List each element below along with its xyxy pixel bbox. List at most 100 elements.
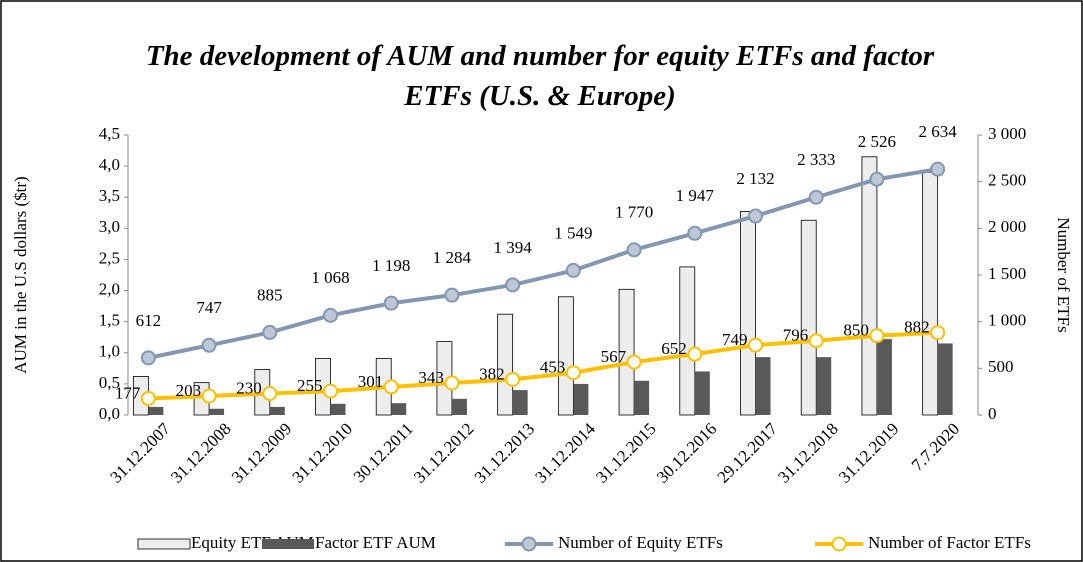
y-axis-label: AUM in the U.S dollars ($tr) bbox=[11, 176, 30, 373]
bar bbox=[800, 219, 817, 416]
bar bbox=[573, 383, 589, 415]
data-label: 747 bbox=[196, 298, 222, 317]
y-tick-label: 1,0 bbox=[99, 342, 120, 361]
data-label: 1 947 bbox=[676, 186, 715, 205]
data-label: 382 bbox=[479, 364, 505, 383]
y-tick-label: 2,0 bbox=[99, 279, 120, 298]
bar bbox=[512, 390, 528, 415]
data-label: 301 bbox=[358, 372, 384, 391]
marker bbox=[262, 386, 278, 402]
y2-tick-label: 2 500 bbox=[988, 171, 1026, 190]
marker bbox=[930, 161, 946, 177]
y2-tick-label: 3 000 bbox=[988, 124, 1026, 143]
marker bbox=[201, 337, 217, 353]
bar bbox=[391, 403, 407, 415]
data-label: 1 068 bbox=[311, 268, 349, 287]
marker bbox=[869, 328, 885, 344]
marker bbox=[323, 383, 338, 399]
marker bbox=[565, 365, 581, 381]
marker bbox=[323, 307, 338, 323]
data-label: 177 bbox=[115, 383, 141, 402]
marker bbox=[869, 171, 885, 187]
marker bbox=[383, 295, 399, 311]
data-label: 1 549 bbox=[554, 223, 592, 242]
data-label: 2 634 bbox=[919, 122, 958, 141]
legend-marker bbox=[521, 536, 537, 552]
marker bbox=[687, 225, 703, 241]
chart-title: The development of AUM and number for eq… bbox=[145, 40, 935, 112]
bar bbox=[937, 343, 953, 415]
marker bbox=[808, 189, 824, 205]
data-label: 453 bbox=[540, 358, 566, 377]
bar bbox=[740, 211, 756, 416]
y2-tick-label: 500 bbox=[988, 357, 1014, 376]
y-tick-label: 4,5 bbox=[99, 124, 120, 143]
marker bbox=[808, 333, 824, 349]
legend-marker bbox=[831, 536, 847, 552]
bar bbox=[816, 357, 832, 415]
data-label: 2 132 bbox=[736, 169, 774, 188]
marker bbox=[201, 388, 217, 404]
y2-axis-label: Number of ETFs bbox=[1054, 217, 1073, 332]
data-label: 1 198 bbox=[372, 256, 410, 275]
data-label: 203 bbox=[176, 381, 202, 400]
data-label: 652 bbox=[661, 339, 687, 358]
marker bbox=[748, 208, 763, 224]
y-tick-label: 0,0 bbox=[99, 404, 120, 423]
bar bbox=[451, 398, 467, 415]
bar bbox=[694, 371, 710, 415]
marker bbox=[505, 277, 521, 293]
bar bbox=[922, 171, 939, 416]
y-tick-label: 1,5 bbox=[99, 311, 120, 330]
data-label: 567 bbox=[601, 347, 627, 366]
y2-tick-label: 0 bbox=[988, 404, 997, 423]
marker bbox=[626, 354, 642, 370]
bar bbox=[679, 266, 696, 416]
bar bbox=[861, 156, 878, 416]
data-label: 882 bbox=[904, 318, 930, 337]
data-label: 1 284 bbox=[433, 248, 472, 267]
bar bbox=[557, 296, 574, 416]
y-tick-label: 3,5 bbox=[99, 186, 120, 205]
bar bbox=[497, 313, 514, 416]
legend-label: Number of Factor ETFs bbox=[868, 533, 1031, 552]
bar bbox=[148, 406, 164, 415]
bar bbox=[269, 406, 285, 415]
marker bbox=[444, 287, 460, 303]
data-label: 2 526 bbox=[858, 132, 896, 151]
data-label: 885 bbox=[257, 285, 283, 304]
data-label: 230 bbox=[236, 378, 262, 397]
marker bbox=[748, 337, 763, 353]
marker bbox=[140, 350, 156, 366]
legend-swatch bbox=[137, 538, 191, 550]
y2-tick-label: 1 500 bbox=[988, 264, 1026, 283]
data-label: 2 333 bbox=[797, 150, 835, 169]
data-label: 255 bbox=[297, 376, 323, 395]
data-label: 612 bbox=[136, 311, 162, 330]
data-label: 1 770 bbox=[615, 203, 653, 222]
y-tick-label: 4,0 bbox=[99, 155, 120, 174]
y-tick-label: 0,5 bbox=[99, 373, 120, 392]
data-label: 796 bbox=[783, 326, 809, 345]
data-label: 343 bbox=[418, 368, 444, 387]
marker bbox=[383, 379, 399, 395]
y-tick-label: 3,0 bbox=[99, 217, 120, 236]
y2-tick-label: 1 000 bbox=[988, 311, 1026, 330]
marker bbox=[444, 375, 460, 391]
y2-tick-label: 2 000 bbox=[988, 217, 1026, 236]
marker bbox=[930, 325, 946, 341]
marker bbox=[140, 390, 156, 406]
data-label: 749 bbox=[722, 330, 748, 349]
data-label: 850 bbox=[843, 321, 869, 340]
legend-swatch bbox=[262, 539, 314, 549]
bar bbox=[876, 339, 892, 415]
marker bbox=[626, 242, 642, 258]
line bbox=[147, 167, 938, 360]
bar bbox=[755, 357, 771, 415]
y-tick-label: 2,5 bbox=[99, 248, 120, 267]
bar bbox=[209, 408, 225, 415]
legend-label: Factor ETF AUM bbox=[315, 533, 436, 552]
